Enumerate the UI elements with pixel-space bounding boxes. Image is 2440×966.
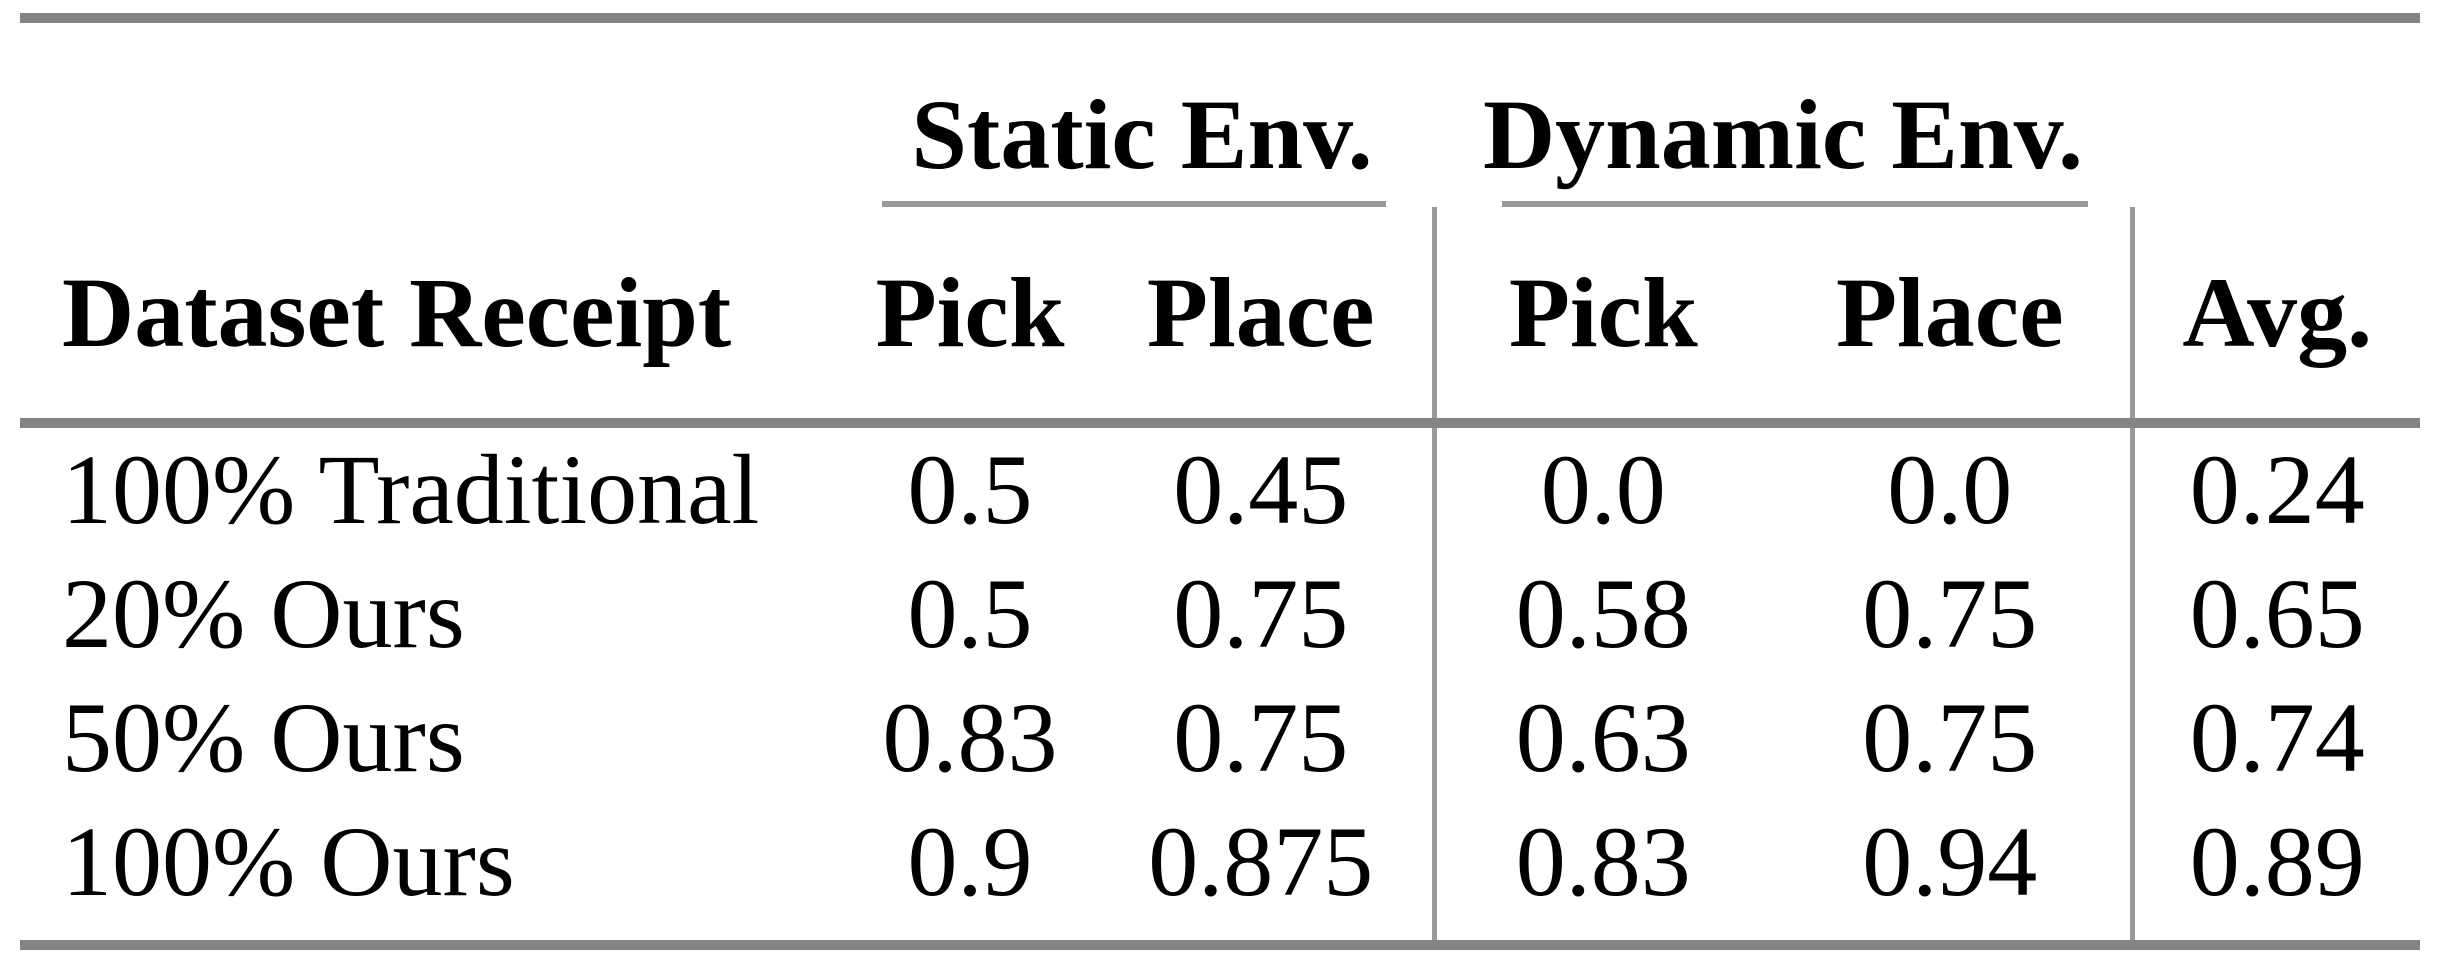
cell-static-place: 0.45 xyxy=(1173,434,1349,545)
row-label: 20% Ours xyxy=(62,558,465,669)
cell-dynamic-place: 0.94 xyxy=(1862,806,2038,917)
static-cmidrule xyxy=(882,201,1386,207)
group-header-static-wrap: Static Env. xyxy=(850,85,1434,207)
cell-dynamic-place: 0.75 xyxy=(1862,682,2038,793)
column-header-avg: Avg. xyxy=(2129,207,2421,428)
cell-static-place: 0.875 xyxy=(1148,806,1374,917)
cell-static-pick: 0.5 xyxy=(907,558,1033,669)
table-row: 100% Ours 0.9 0.875 0.83 0.94 0.89 xyxy=(20,800,2421,924)
cell-avg: 0.74 xyxy=(2129,676,2421,800)
results-table: Static Env. Dynamic Env. Dataset Receipt… xyxy=(20,13,2421,950)
cell-avg: 0.65 xyxy=(2129,552,2421,676)
group-header-dynamic: Dynamic Env. xyxy=(1434,18,2132,207)
table-row: 50% Ours 0.83 0.75 0.63 0.75 0.74 xyxy=(20,676,2421,800)
cell-static-pick: 0.9 xyxy=(907,806,1033,917)
row-label: 100% Traditional xyxy=(62,434,760,545)
row-label: 50% Ours xyxy=(62,682,465,793)
column-header-static-place: Place xyxy=(1090,207,1434,428)
cell-static-pick: 0.83 xyxy=(882,682,1058,793)
row-label: 100% Ours xyxy=(62,806,515,917)
column-header-dynamic-place: Place xyxy=(1770,207,2133,428)
cell-avg: 0.89 xyxy=(2129,800,2421,924)
cell-static-place: 0.75 xyxy=(1173,682,1349,793)
cell-static-place: 0.75 xyxy=(1173,558,1349,669)
cell-dynamic-place: 0.75 xyxy=(1862,558,2038,669)
group-header-static-label: Static Env. xyxy=(911,79,1373,190)
cell-dynamic-pick: 0.0 xyxy=(1431,423,1770,552)
table-row: 20% Ours 0.5 0.75 0.58 0.75 0.65 xyxy=(20,552,2421,676)
cell-dynamic-pick: 0.58 xyxy=(1431,552,1770,676)
group-header-dynamic-label: Dynamic Env. xyxy=(1482,79,2084,190)
group-header-static: Static Env. xyxy=(850,18,1434,207)
column-header-row: Dataset Receipt Pick Place Pick Place Av… xyxy=(20,207,2421,428)
group-header-row: Static Env. Dynamic Env. xyxy=(20,18,2420,207)
cell-dynamic-place: 0.0 xyxy=(1887,434,2013,545)
cell-avg: 0.24 xyxy=(2129,423,2421,552)
dynamic-cmidrule xyxy=(1502,201,2089,207)
group-header-dynamic-wrap: Dynamic Env. xyxy=(1434,85,2132,207)
column-header-dataset: Dataset Receipt xyxy=(20,207,850,428)
group-header-empty-right xyxy=(2132,18,2420,207)
cell-static-pick: 0.5 xyxy=(907,434,1033,545)
column-header-dynamic-pick: Pick xyxy=(1431,207,1770,428)
column-header-static-pick: Pick xyxy=(850,207,1090,428)
cell-dynamic-pick: 0.63 xyxy=(1431,676,1770,800)
bottom-spacer-row xyxy=(20,924,2421,945)
cell-dynamic-pick: 0.83 xyxy=(1431,800,1770,924)
group-header-empty-left xyxy=(20,18,850,207)
table-row: 100% Traditional 0.5 0.45 0.0 0.0 0.24 xyxy=(20,423,2421,552)
